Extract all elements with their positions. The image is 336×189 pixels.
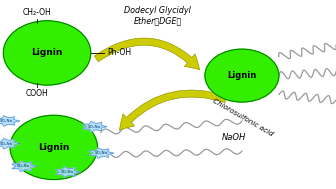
Ellipse shape — [3, 21, 91, 85]
Text: COOH: COOH — [26, 89, 48, 98]
Polygon shape — [56, 167, 80, 177]
Text: Chlorosulfonic acid: Chlorosulfonic acid — [212, 97, 274, 137]
Text: Lignin: Lignin — [227, 71, 257, 80]
Polygon shape — [0, 138, 19, 149]
Text: NaOH: NaOH — [222, 133, 246, 143]
Text: Ph-OH: Ph-OH — [108, 48, 132, 57]
Text: Lignin: Lignin — [38, 143, 70, 152]
FancyArrowPatch shape — [94, 38, 200, 70]
Text: SO₃Na: SO₃Na — [88, 125, 100, 129]
Text: Lignin: Lignin — [31, 48, 63, 57]
Text: SO₃Na: SO₃Na — [0, 119, 13, 123]
Text: SO₃Na: SO₃Na — [61, 170, 74, 174]
Text: SO₃Na: SO₃Na — [0, 142, 13, 146]
Ellipse shape — [10, 115, 97, 180]
Polygon shape — [0, 116, 19, 126]
Text: SO₃Na: SO₃Na — [17, 164, 30, 168]
FancyArrowPatch shape — [119, 90, 227, 130]
Text: CH₂-OH: CH₂-OH — [23, 8, 51, 17]
Ellipse shape — [205, 49, 279, 102]
Polygon shape — [12, 161, 36, 172]
Text: Dodecyl Glycidyl
Ether（DGE）: Dodecyl Glycidyl Ether（DGE） — [124, 6, 192, 26]
Text: SO₃Na: SO₃Na — [94, 151, 107, 155]
Polygon shape — [89, 148, 114, 158]
Polygon shape — [83, 121, 107, 132]
